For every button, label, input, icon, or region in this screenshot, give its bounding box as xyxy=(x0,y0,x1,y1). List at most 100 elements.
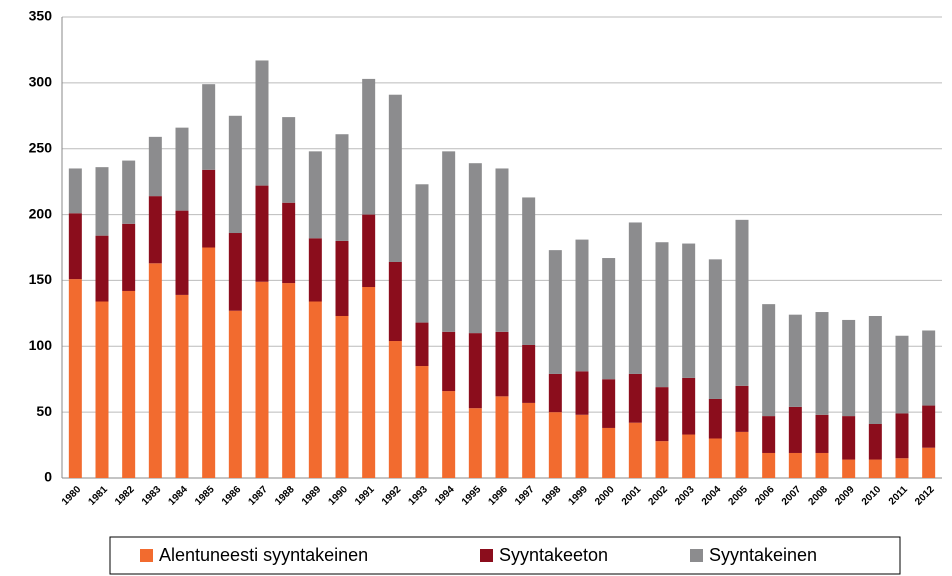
bar-segment xyxy=(308,151,322,239)
bar-segment xyxy=(868,459,882,478)
bar-segment xyxy=(762,416,776,453)
bar-segment xyxy=(255,60,269,186)
bar-segment xyxy=(388,341,402,478)
x-tick-label: 2006 xyxy=(753,484,777,508)
bar-segment xyxy=(682,434,696,478)
bar-segment xyxy=(362,287,376,478)
bar-segment xyxy=(68,213,82,280)
bar-segment xyxy=(442,151,456,332)
bar-segment xyxy=(228,310,242,478)
y-tick-label: 350 xyxy=(29,8,53,24)
x-tick-label: 2002 xyxy=(646,484,670,508)
bar-segment xyxy=(895,458,909,478)
bar-segment xyxy=(495,168,509,332)
x-tick-label: 2003 xyxy=(673,484,697,508)
bar-segment xyxy=(68,168,82,214)
bar-segment xyxy=(628,222,642,374)
x-tick-label: 1980 xyxy=(60,484,84,508)
x-tick-label: 2008 xyxy=(806,484,830,508)
bar-segment xyxy=(708,398,722,439)
x-tick-label: 2009 xyxy=(833,484,857,508)
bar-segment xyxy=(708,438,722,478)
bar-segment xyxy=(815,414,829,453)
bar-segment xyxy=(522,344,536,403)
bar-segment xyxy=(628,373,642,423)
x-tick-label: 2001 xyxy=(620,484,644,508)
y-tick-label: 200 xyxy=(29,205,53,221)
bar-segment xyxy=(575,414,589,478)
bar-segment xyxy=(682,377,696,435)
y-tick-label: 150 xyxy=(29,271,53,287)
x-tick-label: 2007 xyxy=(780,484,804,508)
bar-segment xyxy=(228,115,242,234)
bar-segment xyxy=(868,423,882,460)
bar-segment xyxy=(495,331,509,397)
bar-segment xyxy=(282,283,296,478)
legend-swatch xyxy=(140,549,153,562)
bar-segment xyxy=(148,136,162,197)
bar-segment xyxy=(442,391,456,478)
legend-label: Syyntakeeton xyxy=(499,545,608,565)
x-tick-label: 1989 xyxy=(300,484,324,508)
bar-segment xyxy=(762,452,776,478)
x-tick-label: 2005 xyxy=(726,484,750,508)
x-tick-label: 1995 xyxy=(460,484,484,508)
bar-segment xyxy=(815,312,829,415)
y-tick-label: 300 xyxy=(29,74,53,90)
bar-segment xyxy=(575,371,589,415)
bar-segment xyxy=(202,247,216,478)
bar-segment xyxy=(228,233,242,311)
legend-swatch xyxy=(480,549,493,562)
bar-segment xyxy=(388,261,402,342)
bar-segment xyxy=(148,263,162,478)
bar-segment xyxy=(788,452,802,478)
bar-segment xyxy=(388,94,402,262)
x-tick-label: 2010 xyxy=(860,484,884,508)
bar-segment xyxy=(895,413,909,459)
bar-segment xyxy=(788,406,802,453)
bar-segment xyxy=(95,235,109,302)
bar-segment xyxy=(842,416,856,460)
bar-segment xyxy=(335,240,349,316)
bar-segment xyxy=(308,238,322,302)
bar-segment xyxy=(122,223,136,291)
bar-segment xyxy=(282,117,296,203)
bar-segment xyxy=(655,242,669,388)
bar-segment xyxy=(922,330,936,406)
x-tick-label: 2004 xyxy=(700,484,724,508)
x-tick-label: 1997 xyxy=(513,484,537,508)
bar-segment xyxy=(175,127,189,211)
bar-segment xyxy=(442,331,456,392)
bar-segment xyxy=(868,315,882,424)
bar-segment xyxy=(602,258,616,380)
bar-segment xyxy=(255,185,269,282)
bar-segment xyxy=(522,402,536,478)
bar-segment xyxy=(148,196,162,264)
bar-segment xyxy=(895,335,909,414)
bar-segment xyxy=(335,134,349,241)
bar-segment xyxy=(495,396,509,478)
x-tick-label: 1991 xyxy=(353,484,377,508)
bar-segment xyxy=(842,459,856,478)
bar-segment xyxy=(122,160,136,224)
bar-segment xyxy=(922,447,936,478)
bar-segment xyxy=(655,387,669,442)
bar-segment xyxy=(415,184,429,323)
legend-label: Alentuneesti syyntakeinen xyxy=(159,545,368,565)
bar-segment xyxy=(735,431,749,478)
x-tick-label: 1994 xyxy=(433,484,457,508)
x-tick-label: 1986 xyxy=(220,484,244,508)
bar-segment xyxy=(95,301,109,478)
bar-segment xyxy=(735,219,749,386)
bar-segment xyxy=(468,408,482,478)
x-tick-label: 2012 xyxy=(913,484,937,508)
x-tick-label: 1990 xyxy=(326,484,350,508)
x-tick-label: 2011 xyxy=(887,484,910,507)
bar-segment xyxy=(922,405,936,448)
bar-segment xyxy=(255,281,269,478)
x-tick-label: 1998 xyxy=(540,484,564,508)
bar-segment xyxy=(468,163,482,334)
y-tick-label: 0 xyxy=(44,469,52,485)
legend-box xyxy=(109,536,901,575)
